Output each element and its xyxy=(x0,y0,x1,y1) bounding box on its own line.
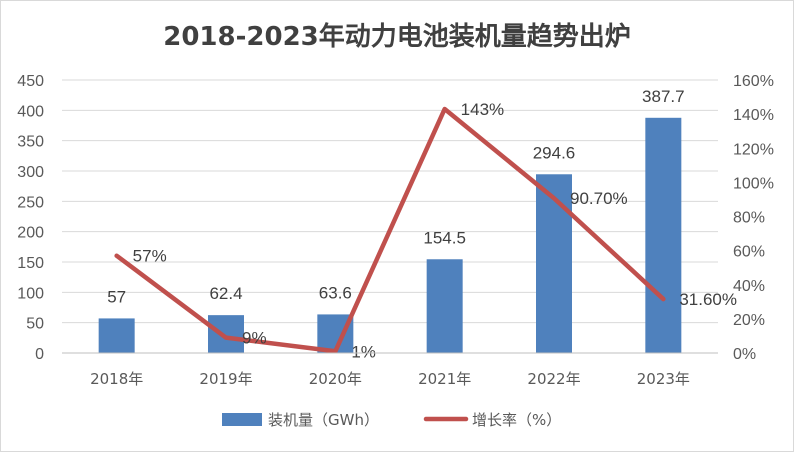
x-tick-label: 2020年 xyxy=(309,370,362,388)
y-axis-left: 0 50 100 150 200 250 300 350 400 450 xyxy=(17,73,44,363)
bar-value-label: 63.6 xyxy=(319,283,352,302)
x-tick-label: 2019年 xyxy=(199,370,252,388)
bar-value-label: 62.4 xyxy=(209,284,242,303)
bar-series xyxy=(98,117,682,353)
y-right-tick-label: 120% xyxy=(733,141,774,158)
line-value-label: 1% xyxy=(351,342,376,361)
bar xyxy=(645,117,682,353)
line-value-label: 90.70% xyxy=(570,189,628,208)
y-right-tick-label: 160% xyxy=(733,73,774,90)
y-left-tick-label: 250 xyxy=(17,194,44,211)
y-left-tick-label: 450 xyxy=(17,73,44,90)
y-left-tick-label: 400 xyxy=(17,103,44,120)
line-value-label: 9% xyxy=(242,329,267,348)
y-right-tick-label: 20% xyxy=(733,312,765,329)
y-axis-right: 0% 20% 40% 60% 80% 100% 120% 140% 160% xyxy=(733,73,774,363)
bar xyxy=(208,315,244,353)
x-axis: 2018年 2019年 2020年 2021年 2022年 2023年 xyxy=(62,352,718,388)
bar xyxy=(536,174,572,353)
y-right-tick-label: 40% xyxy=(733,278,765,295)
gridlines xyxy=(62,79,718,354)
x-tick-label: 2018年 xyxy=(90,370,143,388)
growth-line xyxy=(114,106,666,354)
chart-title: 2018-2023年动力电池装机量趋势出炉 xyxy=(163,21,631,52)
y-left-tick-label: 200 xyxy=(17,225,44,242)
line-value-label: 143% xyxy=(461,100,504,119)
x-tick-label: 2022年 xyxy=(527,370,580,388)
bar xyxy=(98,318,135,353)
line-value-label: 57% xyxy=(133,247,167,266)
x-tick-label: 2021年 xyxy=(418,370,471,388)
y-right-tick-label: 0% xyxy=(733,346,756,363)
y-left-tick-label: 150 xyxy=(17,255,44,272)
y-right-tick-label: 100% xyxy=(733,175,774,192)
y-right-tick-label: 60% xyxy=(733,244,765,261)
y-left-tick-label: 0 xyxy=(35,346,44,363)
bar-value-label: 294.6 xyxy=(533,143,576,162)
y-right-tick-label: 80% xyxy=(733,210,765,227)
line-value-label: 31.60% xyxy=(679,290,737,309)
y-left-tick-label: 100 xyxy=(17,285,44,302)
data-labels: 57 62.4 63.6 154.5 294.6 387.7 57% 9% 1% 143% 90.7… xyxy=(107,87,737,361)
y-right-tick-label: 140% xyxy=(733,107,774,124)
bar xyxy=(426,259,463,353)
legend-swatch-bar xyxy=(222,413,262,426)
bar-value-label: 154.5 xyxy=(423,228,466,247)
y-left-tick-label: 300 xyxy=(17,164,44,181)
bar-value-label: 387.7 xyxy=(642,87,685,106)
y-left-tick-label: 50 xyxy=(26,316,44,333)
x-tick-label: 2023年 xyxy=(637,370,690,388)
legend-label-line: 增长率（%） xyxy=(472,411,561,429)
line-series xyxy=(114,106,666,354)
legend-label-bar: 装机量（GWh） xyxy=(268,411,379,429)
legend: 装机量（GWh） 增长率（%） xyxy=(222,411,561,429)
bar-value-label: 57 xyxy=(107,287,126,306)
y-left-tick-label: 350 xyxy=(17,134,44,151)
